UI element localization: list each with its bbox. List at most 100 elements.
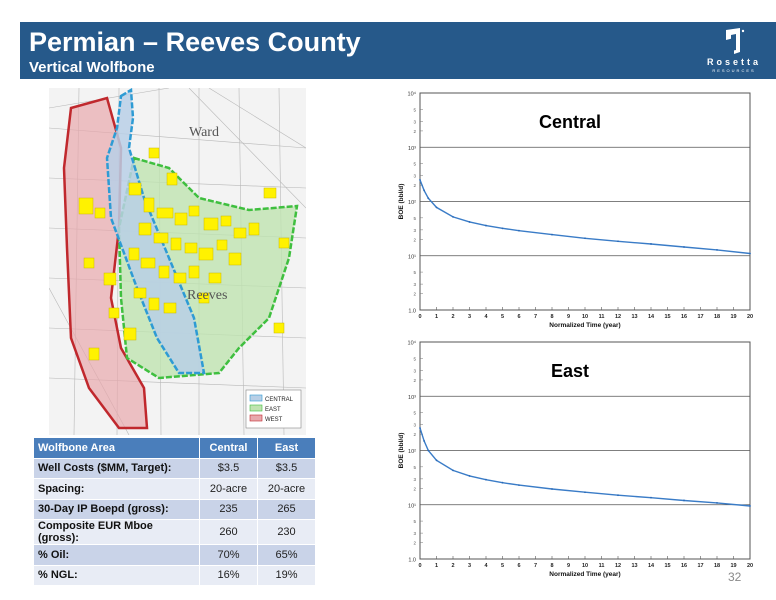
data-point	[716, 249, 718, 251]
table-header-central: Central	[199, 437, 258, 459]
map-label-ward: Ward	[189, 125, 219, 140]
y-minor-label: 2	[413, 541, 416, 546]
x-tick-label: 3	[468, 314, 471, 320]
row-east: 65%	[257, 544, 316, 566]
x-tick-label: 5	[501, 563, 504, 569]
y-minor-label: 2	[413, 237, 416, 242]
y-minor-label: 2	[413, 486, 416, 491]
row-central: 70%	[199, 544, 258, 566]
y-minor-label: 3	[413, 174, 416, 179]
x-tick-label: 12	[615, 314, 621, 320]
row-label: Spacing:	[33, 478, 200, 500]
y-minor-label: 2	[413, 129, 416, 134]
data-point	[501, 481, 504, 484]
row-central: 235	[199, 498, 258, 520]
y-tick-label: 1.0	[408, 309, 416, 315]
data-point	[617, 240, 619, 243]
y-minor-label: 3	[413, 368, 416, 373]
x-tick-label: 6	[517, 314, 520, 320]
y-minor-label: 2	[413, 378, 416, 383]
chart-title: East	[551, 361, 589, 381]
y-minor-label: 3	[413, 282, 416, 287]
table-row: Spacing: 20-acre 20-acre	[33, 478, 316, 500]
data-point	[749, 252, 751, 255]
y-minor-label: 3	[413, 119, 416, 124]
x-tick-label: 16	[681, 563, 687, 569]
x-tick-label: 9	[567, 563, 570, 569]
map-legend: CENTRAL EAST WEST	[245, 389, 302, 429]
page-subtitle: Vertical Wolfbone	[29, 59, 155, 76]
row-label: Well Costs ($MM, Target):	[33, 457, 200, 479]
y-minor-label: 5	[413, 356, 416, 361]
y-tick-label: 1.0	[408, 558, 416, 564]
y-minor-label: 3	[413, 228, 416, 233]
y-tick-label: 10²	[408, 200, 416, 206]
header-bar: Permian – Reeves County Vertical Wolfbon…	[20, 22, 776, 79]
x-tick-label: 14	[648, 563, 655, 569]
data-point	[435, 206, 438, 209]
table-row: % Oil: 70% 65%	[33, 544, 316, 566]
x-tick-label: 16	[681, 314, 687, 320]
x-tick-label: 7	[534, 563, 537, 569]
table-header-east: East	[257, 437, 316, 459]
data-point	[518, 229, 520, 232]
row-label: Composite EUR Mboe (gross):	[33, 519, 200, 545]
y-minor-label: 2	[413, 183, 416, 188]
x-tick-label: 0	[418, 563, 421, 569]
x-tick-label: 6	[517, 563, 520, 569]
row-label: % NGL:	[33, 564, 200, 586]
y-minor-label: 3	[413, 423, 416, 428]
x-tick-label: 20	[747, 563, 753, 569]
x-tick-label: 2	[451, 314, 454, 320]
data-point	[683, 246, 685, 248]
y-minor-label: 5	[413, 519, 416, 524]
decline-curve-line	[419, 179, 751, 255]
x-tick-label: 8	[550, 314, 553, 320]
x-tick-label: 9	[567, 314, 570, 320]
data-point	[584, 237, 586, 240]
table-row: 30-Day IP Boepd (gross): 235 265	[33, 498, 316, 520]
row-label: 30-Day IP Boepd (gross):	[33, 498, 200, 520]
data-point	[452, 469, 454, 472]
data-point	[485, 478, 487, 481]
x-tick-label: 3	[468, 563, 471, 569]
data-point	[423, 440, 426, 442]
y-minor-label: 2	[413, 292, 416, 297]
data-point	[452, 216, 454, 218]
logo-subtitle: RESOURCES	[712, 68, 756, 73]
data-point	[551, 488, 553, 490]
x-tick-label: 10	[582, 563, 588, 569]
x-tick-label: 1	[435, 314, 438, 320]
x-tick-label: 12	[615, 563, 621, 569]
row-east: 265	[257, 498, 316, 520]
y-minor-label: 5	[413, 216, 416, 221]
map-label-reeves: Reeves	[187, 288, 227, 303]
x-tick-label: 18	[714, 314, 720, 320]
table-row: Well Costs ($MM, Target): $3.5 $3.5	[33, 457, 316, 479]
y-tick-label: 10¹	[408, 503, 416, 509]
data-point	[485, 224, 487, 227]
y-minor-label: 5	[413, 465, 416, 470]
x-tick-label: 8	[550, 563, 553, 569]
data-point	[749, 505, 751, 507]
x-tick-label: 19	[730, 314, 736, 320]
data-point	[427, 197, 430, 200]
row-central: $3.5	[199, 457, 258, 479]
y-minor-label: 5	[413, 270, 416, 275]
y-minor-label: 2	[413, 432, 416, 437]
chart-title: Central	[539, 112, 601, 132]
legend-west: WEST	[265, 417, 283, 423]
data-point	[650, 496, 652, 499]
y-minor-label: 5	[413, 411, 416, 416]
table-header-area: Wolfbone Area	[33, 437, 200, 459]
x-tick-label: 17	[697, 563, 703, 569]
x-tick-label: 17	[697, 314, 703, 320]
data-point	[551, 233, 553, 236]
x-tick-label: 0	[418, 314, 421, 320]
row-east: 230	[257, 519, 316, 545]
legend-east: EAST	[265, 407, 281, 413]
row-east: 19%	[257, 564, 316, 586]
x-tick-label: 13	[631, 563, 637, 569]
